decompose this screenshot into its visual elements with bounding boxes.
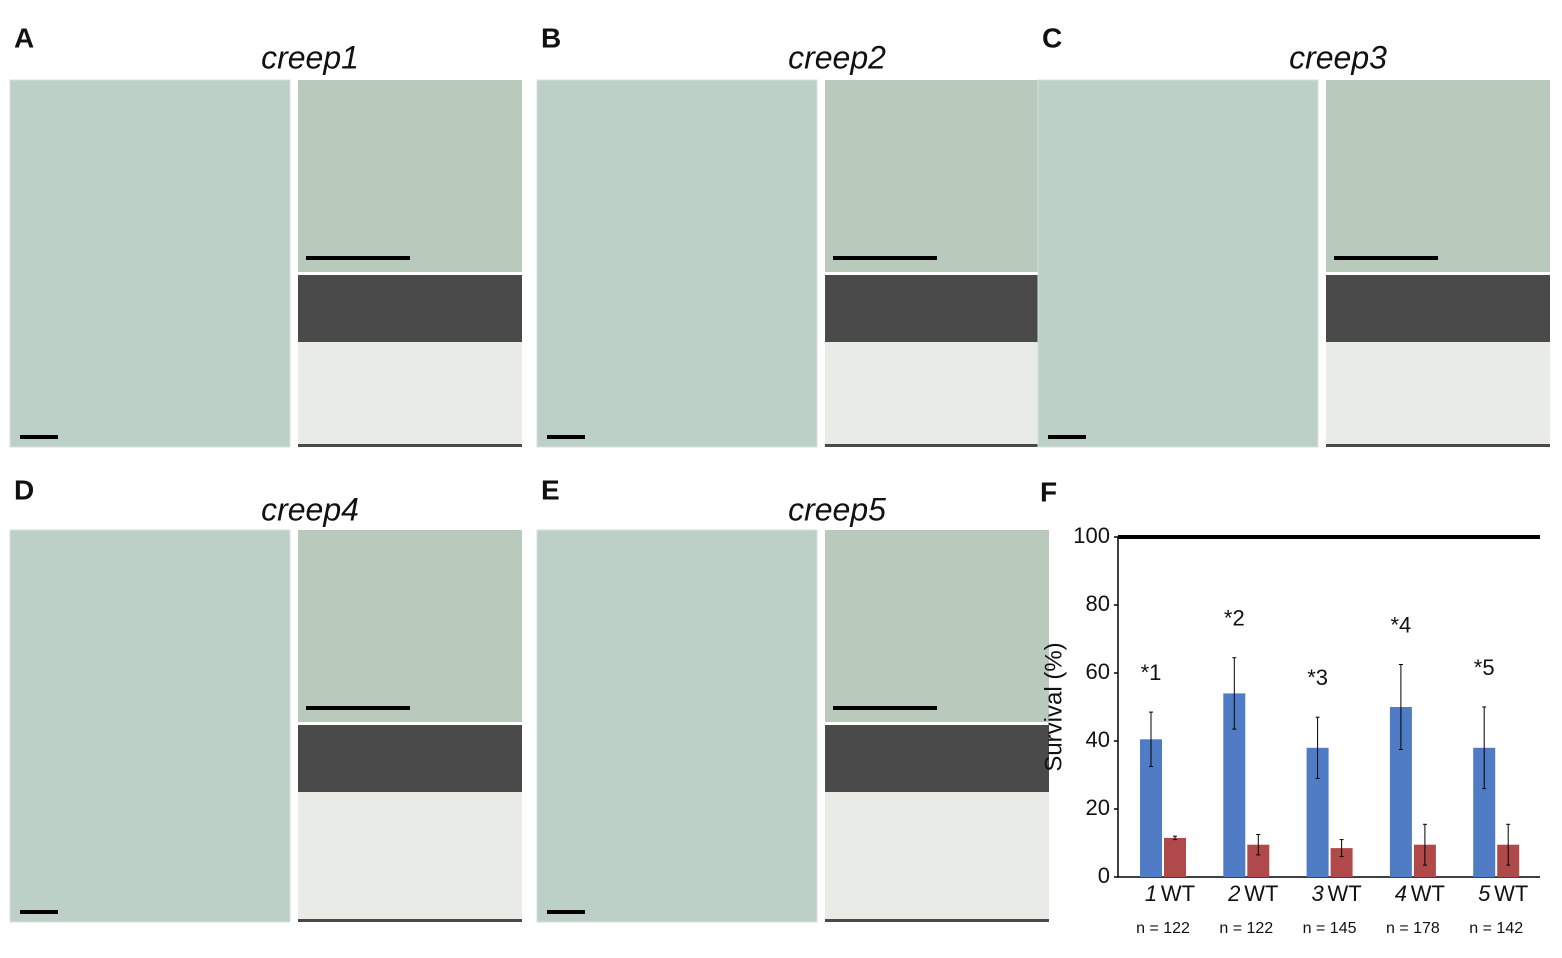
bar [1330,848,1353,877]
panel-title: creep4 [261,491,359,527]
x-tick-label: WT [1327,881,1361,906]
n-label: n = 142 [1469,920,1523,937]
x-tick-label: 2 [1227,881,1240,906]
n-label: n = 145 [1303,920,1357,937]
bar [1473,747,1496,877]
x-tick-label: 4 [1395,881,1407,906]
x-tick-label: 5 [1478,881,1491,906]
bar [1140,739,1162,877]
annotation: *3 [1307,665,1328,690]
panel-label: D [14,474,34,505]
n-label: n = 122 [1219,920,1273,937]
panel-title: creep3 [1289,39,1387,75]
panel-label: B [541,22,561,53]
annotation: *5 [1474,655,1495,680]
panel-label: C [1042,22,1062,53]
panel-label: E [541,474,560,505]
closeup-photo [298,80,522,272]
closeup-photo [298,530,522,722]
x-tick-label: WT [1494,881,1528,906]
y-tick-label: 100 [1073,523,1110,548]
side-photo-agar [298,342,522,444]
annotation: *4 [1391,612,1412,637]
n-label: n = 122 [1136,920,1190,937]
x-tick-label: 1 [1145,881,1157,906]
n-label: n = 178 [1386,920,1440,937]
x-tick-label: WT [1411,881,1445,906]
bar [1164,837,1186,877]
bar [1223,693,1246,877]
x-tick-label: WT [1161,881,1195,906]
y-tick-label: 40 [1086,727,1110,752]
annotation: *2 [1224,606,1245,631]
panel-title: creep1 [261,39,359,75]
plate-photo [536,79,818,448]
y-axis-label: Survival (%) [1040,642,1067,771]
y-tick-label: 60 [1086,659,1110,684]
bar [1247,844,1270,877]
closeup-photo [825,80,1049,272]
x-tick-label: 3 [1311,881,1324,906]
plate-photo [536,529,818,923]
y-tick-label: 0 [1098,863,1110,888]
bar [1306,747,1329,877]
side-photo-agar [298,792,522,919]
y-tick-label: 20 [1086,795,1110,820]
plate-photo [9,529,291,923]
plate-photo [9,79,291,448]
x-tick-label: WT [1244,881,1278,906]
side-photo-agar [825,792,1049,919]
panel-label: F [1040,476,1057,507]
panel-label: A [14,22,34,53]
closeup-photo [825,530,1049,722]
bar [1389,707,1412,877]
panel-title: creep2 [788,39,886,75]
side-photo-agar [1326,342,1550,444]
y-tick-label: 80 [1086,591,1110,616]
annotation: *1 [1141,660,1162,685]
plate-photo [1037,79,1319,448]
side-photo-agar [825,342,1049,444]
panel-title: creep5 [788,491,886,527]
closeup-photo [1326,80,1550,272]
